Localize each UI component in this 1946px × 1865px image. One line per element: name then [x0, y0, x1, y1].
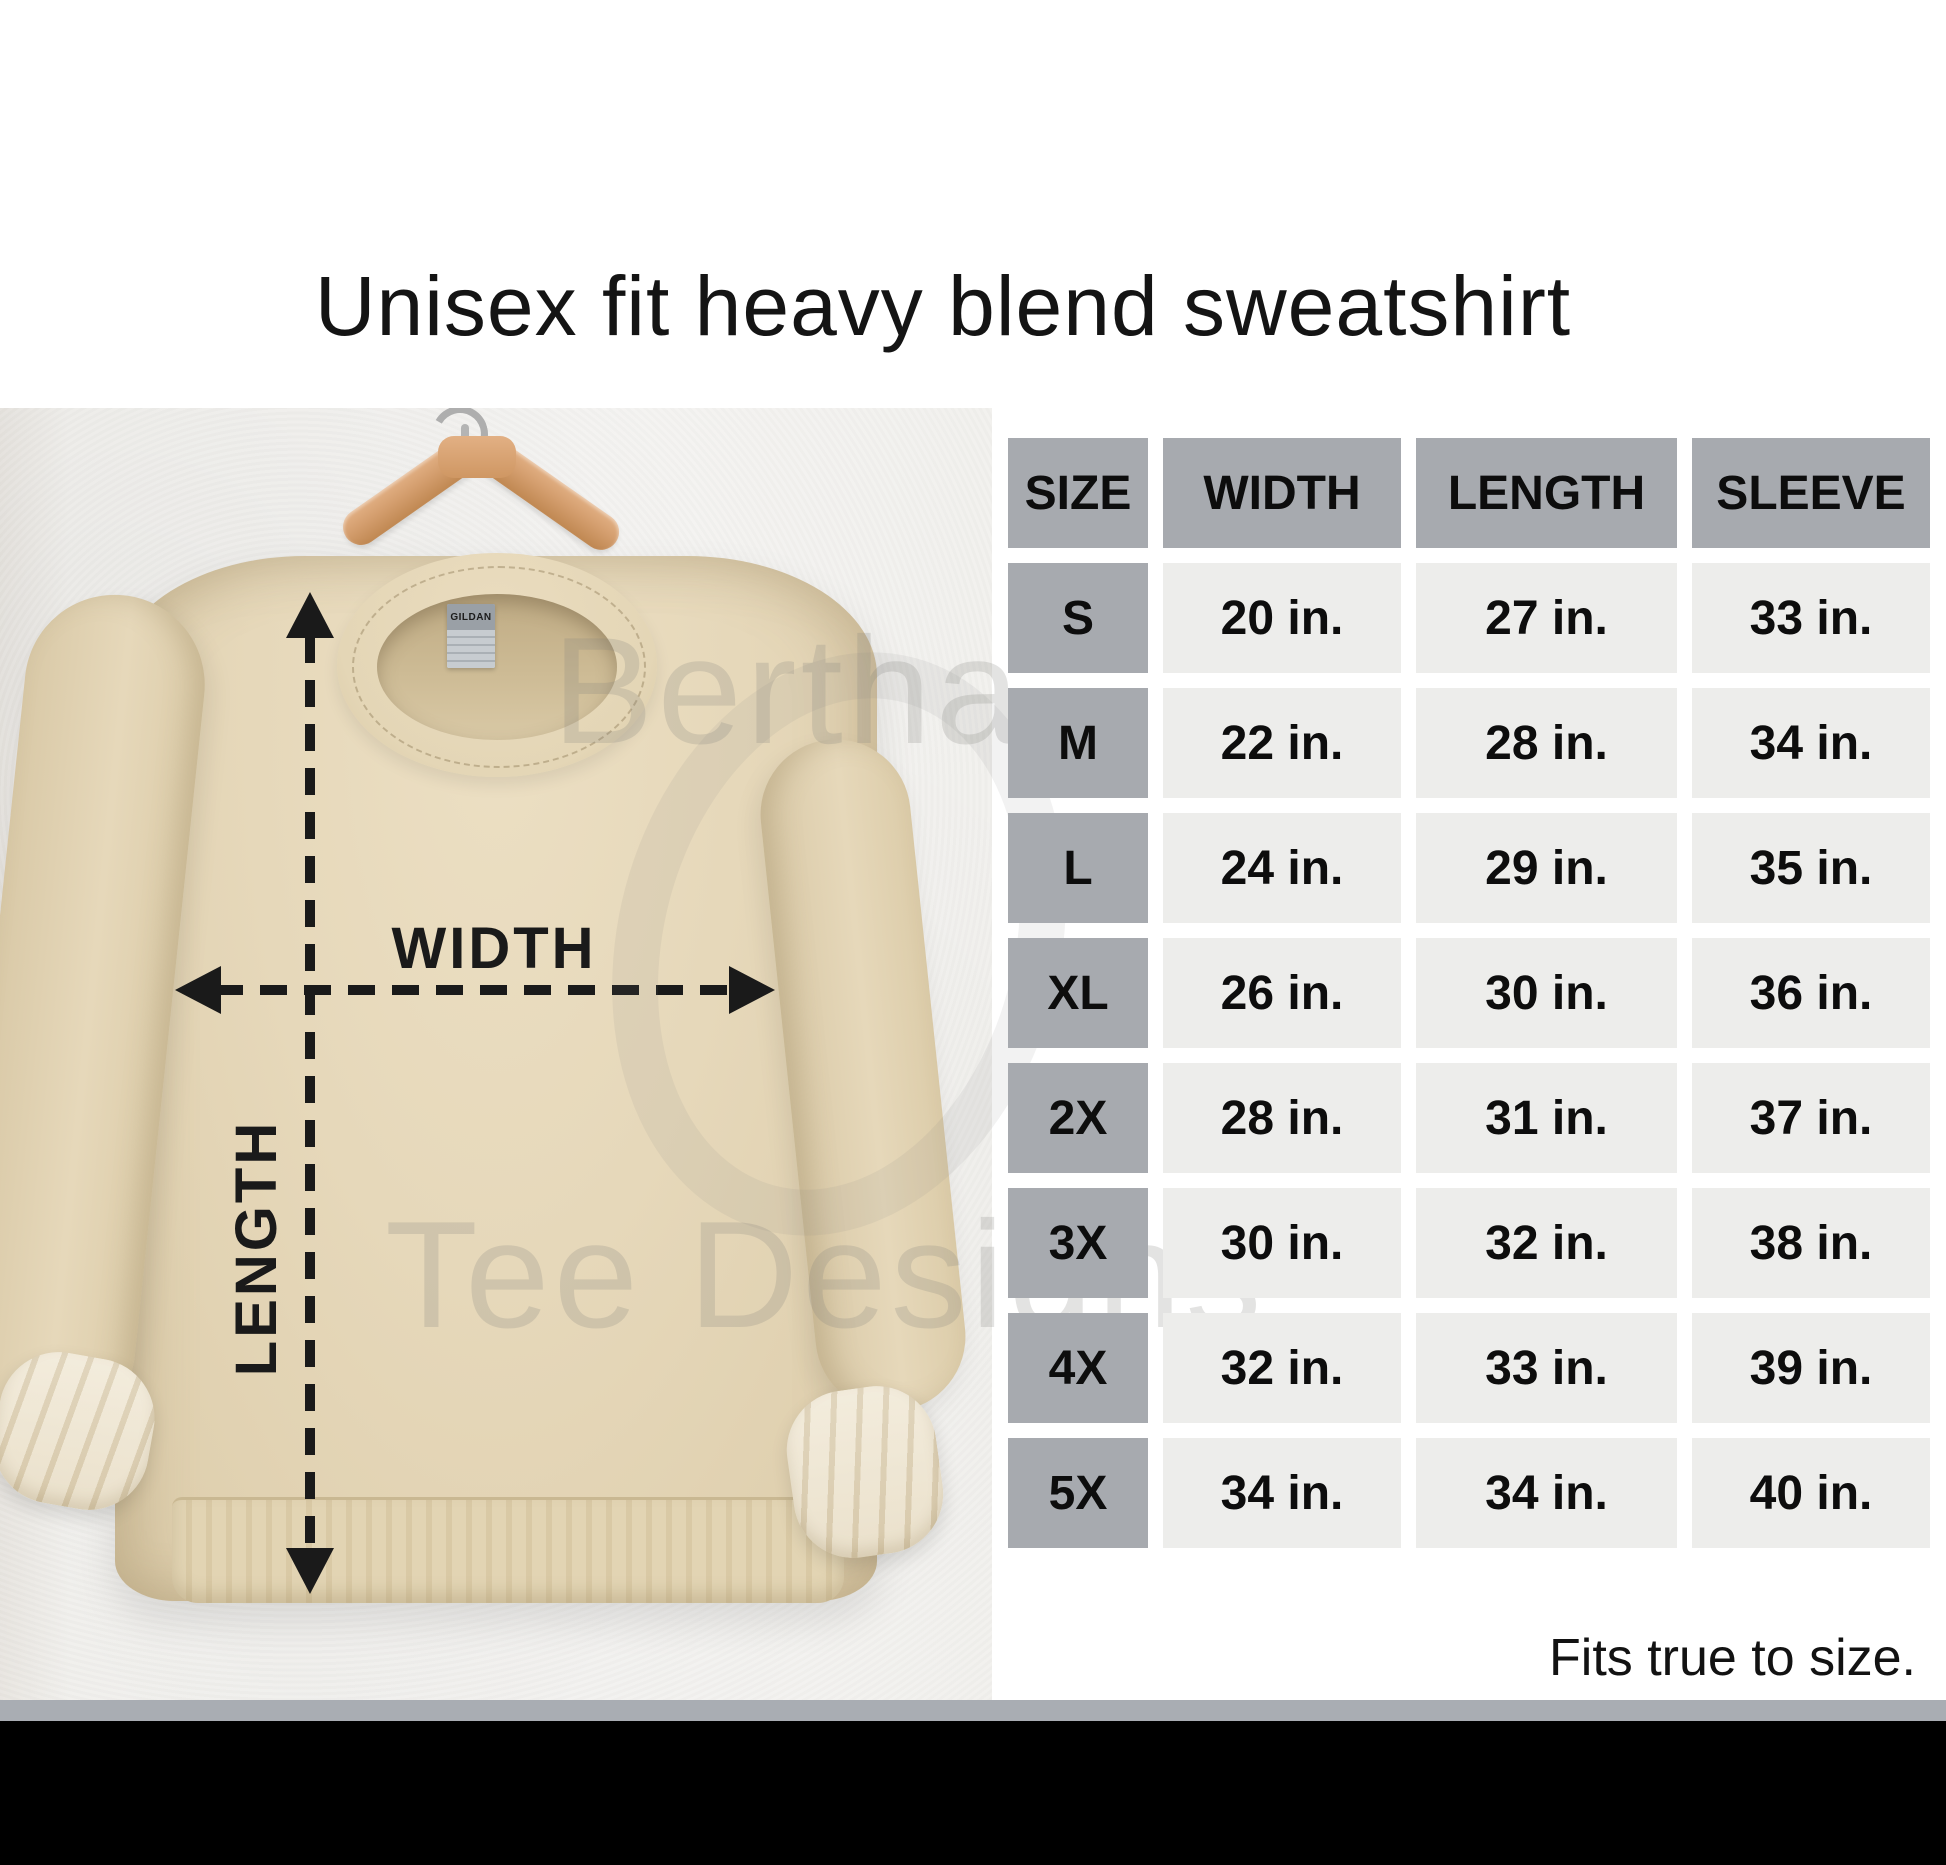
size-table: SIZE WIDTH LENGTH SLEEVE S 20 in. 27 in. 33 in.…: [1008, 438, 1930, 1548]
bottom-gray-divider: [0, 1700, 1946, 1721]
width-arrowhead-right-icon: [729, 966, 775, 1014]
size-cell-l: L: [1008, 813, 1148, 923]
size-cell-3x: 3X: [1008, 1188, 1148, 1298]
length-cell-xl: 30 in.: [1416, 938, 1677, 1048]
width-cell-2x: 28 in.: [1163, 1063, 1401, 1173]
bottom-black-bar: [0, 1721, 1946, 1865]
collar-stitch-line: [352, 566, 646, 768]
sleeve-cell-3x: 38 in.: [1692, 1188, 1930, 1298]
width-measure-label: WIDTH: [391, 916, 596, 981]
header-cell-length: LENGTH: [1416, 438, 1677, 548]
length-cell-m: 28 in.: [1416, 688, 1677, 798]
header-cell-sleeve: SLEEVE: [1692, 438, 1930, 548]
garment-tag-brand: GILDAN: [447, 604, 495, 630]
size-cell-2x: 2X: [1008, 1063, 1148, 1173]
sleeve-cell-s: 33 in.: [1692, 563, 1930, 673]
length-cell-2x: 31 in.: [1416, 1063, 1677, 1173]
sleeve-cell-4x: 39 in.: [1692, 1313, 1930, 1423]
measurement-arrows: WIDTH LENGTH: [175, 592, 775, 1594]
sleeve-cell-xl: 36 in.: [1692, 938, 1930, 1048]
length-arrowhead-down-icon: [286, 1548, 334, 1594]
fit-note: Fits true to size.: [1549, 1629, 1916, 1687]
length-arrowhead-up-icon: [286, 592, 334, 638]
length-cell-4x: 33 in.: [1416, 1313, 1677, 1423]
sleeve-cell-l: 35 in.: [1692, 813, 1930, 923]
size-cell-5x: 5X: [1008, 1438, 1148, 1548]
length-cell-s: 27 in.: [1416, 563, 1677, 673]
product-photo: GILDAN WIDTH LENGTH: [0, 408, 992, 1700]
size-cell-xl: XL: [1008, 938, 1148, 1048]
garment-tag-care-lines: [447, 630, 495, 668]
watermark-text-1: Bertha: [552, 606, 1024, 776]
sweatshirt-hem-band: [172, 1497, 844, 1603]
sleeve-cell-2x: 37 in.: [1692, 1063, 1930, 1173]
size-cell-m: M: [1008, 688, 1148, 798]
size-cell-4x: 4X: [1008, 1313, 1148, 1423]
hanger-center: [438, 436, 516, 478]
width-cell-m: 22 in.: [1163, 688, 1401, 798]
header-cell-size: SIZE: [1008, 438, 1148, 548]
width-cell-4x: 32 in.: [1163, 1313, 1401, 1423]
size-cell-s: S: [1008, 563, 1148, 673]
width-cell-l: 24 in.: [1163, 813, 1401, 923]
length-cell-5x: 34 in.: [1416, 1438, 1677, 1548]
width-cell-s: 20 in.: [1163, 563, 1401, 673]
sleeve-cell-m: 34 in.: [1692, 688, 1930, 798]
width-arrowhead-left-icon: [175, 966, 221, 1014]
width-cell-5x: 34 in.: [1163, 1438, 1401, 1548]
sleeve-cell-5x: 40 in.: [1692, 1438, 1930, 1548]
page-title: Unisex fit heavy blend sweatshirt: [314, 259, 1572, 353]
width-cell-xl: 26 in.: [1163, 938, 1401, 1048]
garment-neck-tag: GILDAN: [447, 604, 495, 668]
length-cell-l: 29 in.: [1416, 813, 1677, 923]
length-measure-label: LENGTH: [224, 1120, 289, 1376]
width-cell-3x: 30 in.: [1163, 1188, 1401, 1298]
header-cell-width: WIDTH: [1163, 438, 1401, 548]
length-cell-3x: 32 in.: [1416, 1188, 1677, 1298]
